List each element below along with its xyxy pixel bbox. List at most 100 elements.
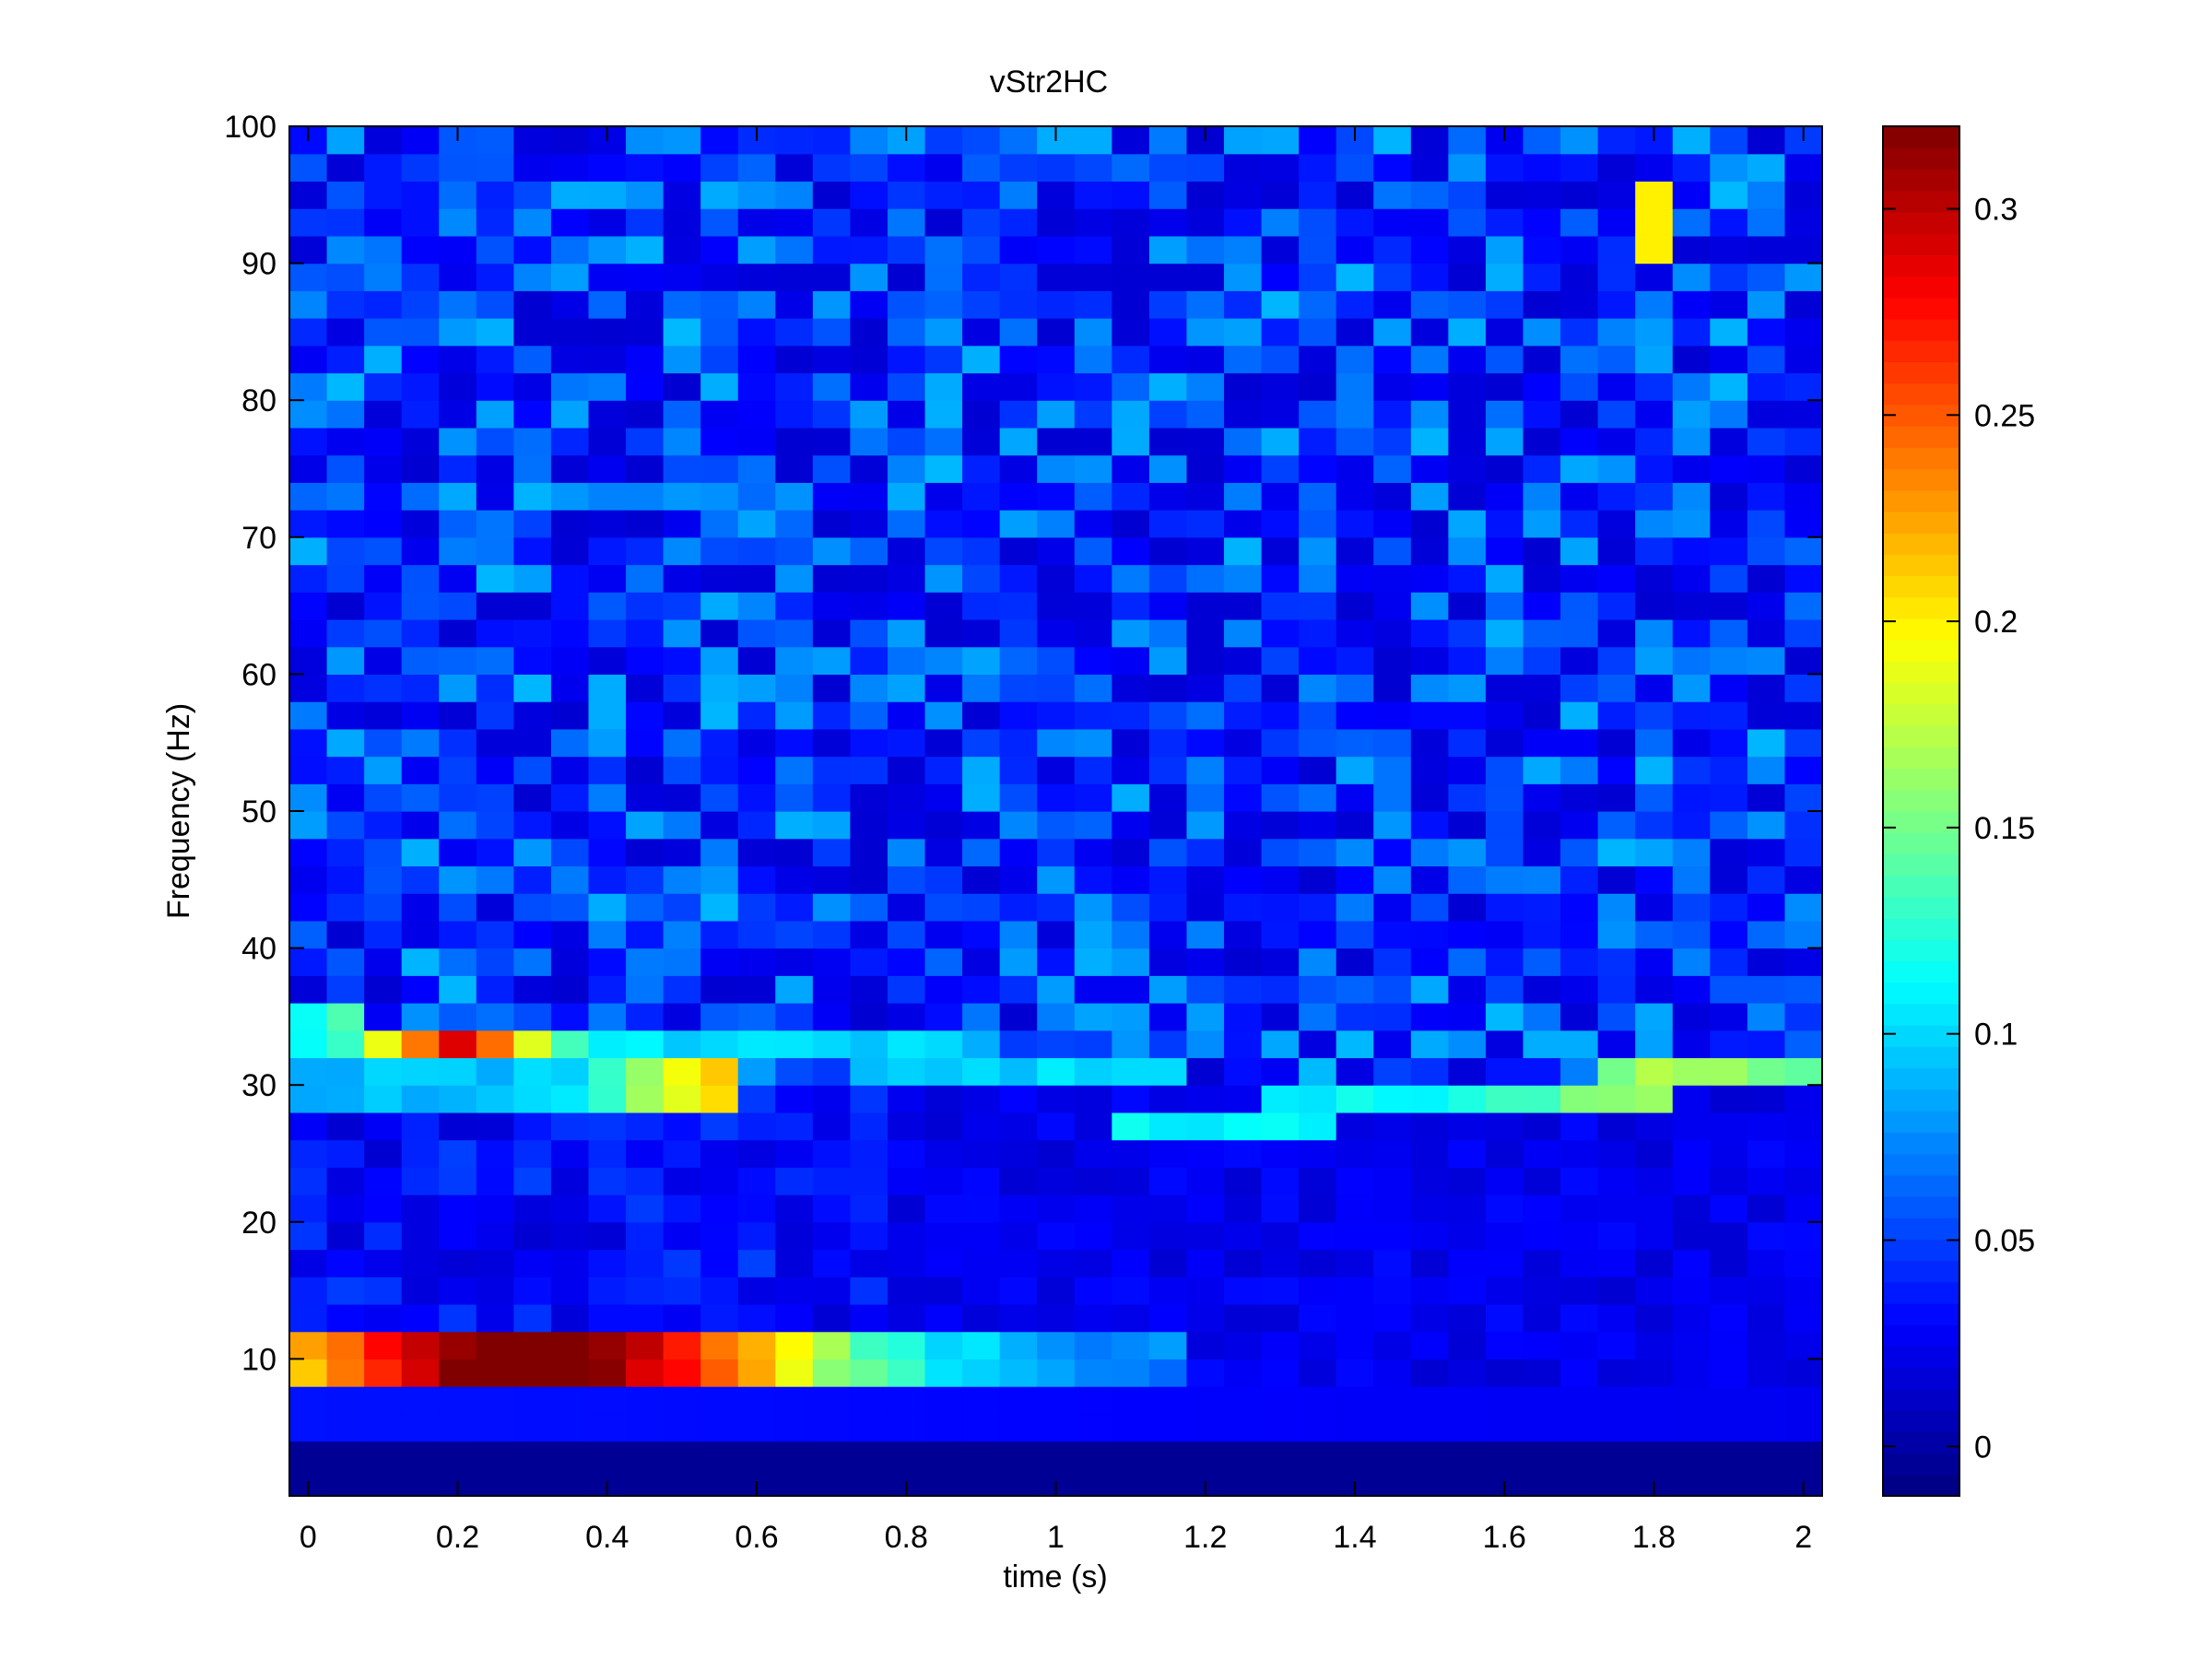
heatmap-cell <box>924 564 963 593</box>
heatmap-cell <box>626 454 665 483</box>
heatmap-cell <box>775 1249 814 1277</box>
heatmap-cell <box>1784 1386 1823 1415</box>
heatmap-cell <box>999 263 1038 291</box>
heatmap-cell <box>962 1386 1001 1415</box>
heatmap-cell <box>1710 783 1748 812</box>
heatmap-cell <box>700 235 739 265</box>
heatmap-cell <box>588 318 627 347</box>
heatmap-cell <box>775 345 814 374</box>
heatmap-cell <box>1224 263 1263 291</box>
heatmap-cell <box>1597 865 1636 894</box>
heatmap-cell <box>812 208 852 237</box>
heatmap-cell <box>962 153 1001 182</box>
heatmap-cell <box>1597 701 1636 730</box>
heatmap-cell <box>1261 783 1300 812</box>
heatmap-cell <box>476 975 514 1004</box>
heatmap-cell <box>1373 592 1412 620</box>
heatmap-cell <box>737 1277 776 1305</box>
heatmap-cell <box>1112 1331 1150 1359</box>
heatmap-cell <box>700 1277 739 1305</box>
heatmap-cell <box>1710 893 1748 922</box>
heatmap-cell <box>1299 372 1337 401</box>
heatmap-cell <box>737 975 776 1004</box>
heatmap-cell <box>1635 592 1674 620</box>
heatmap-cell <box>1261 674 1300 702</box>
heatmap-cell <box>626 536 665 566</box>
heatmap-cell <box>700 1221 739 1251</box>
heatmap-cell <box>1148 1386 1188 1415</box>
heatmap-cell <box>1410 756 1449 784</box>
heatmap-cell <box>439 865 477 894</box>
y-tick-label: 60 <box>241 657 276 692</box>
heatmap-cell <box>1784 1003 1823 1031</box>
heatmap-cell <box>588 947 627 976</box>
heatmap-cell <box>924 1303 963 1333</box>
heatmap-cell <box>1560 1221 1599 1251</box>
heatmap-cell <box>887 400 926 429</box>
heatmap-cell <box>1186 1359 1225 1387</box>
heatmap-cell <box>999 126 1038 155</box>
heatmap-cell <box>1112 318 1150 347</box>
heatmap-cell <box>289 181 328 209</box>
heatmap-cell <box>700 1057 739 1086</box>
heatmap-cell <box>626 947 665 976</box>
heatmap-cell <box>1597 1331 1636 1359</box>
heatmap-cell <box>513 1331 552 1359</box>
heatmap-cell <box>550 1277 590 1305</box>
heatmap-cell <box>1747 674 1786 702</box>
heatmap-cell <box>1747 947 1786 976</box>
colorbar-swatch <box>1883 276 1959 299</box>
heatmap-cell <box>364 1139 403 1168</box>
heatmap-cell <box>924 510 963 538</box>
heatmap-cell <box>401 1167 440 1195</box>
heatmap-cell <box>401 1139 440 1168</box>
heatmap-cell <box>1448 756 1487 784</box>
heatmap-cell <box>1784 536 1823 566</box>
heatmap-cell <box>1299 783 1337 812</box>
heatmap-cell <box>1448 372 1487 401</box>
x-tick-label: 0.4 <box>585 1520 629 1555</box>
heatmap-cell <box>476 318 514 347</box>
heatmap-cell <box>999 372 1038 401</box>
heatmap-cell <box>1261 454 1300 483</box>
heatmap-cell <box>1186 1249 1225 1277</box>
heatmap-cell <box>663 482 701 511</box>
heatmap-cell <box>1261 208 1300 237</box>
heatmap-cell <box>812 1112 852 1141</box>
heatmap-cell <box>1335 592 1374 620</box>
heatmap-cell <box>550 427 590 456</box>
heatmap-cell <box>775 1112 814 1141</box>
heatmap-cell <box>663 1359 701 1387</box>
heatmap-cell <box>924 1331 963 1359</box>
heatmap-cell <box>1373 674 1412 702</box>
heatmap-cell <box>924 1359 963 1387</box>
heatmap-cell <box>289 947 328 976</box>
heatmap-cell <box>1373 893 1412 922</box>
heatmap-cell <box>588 1386 627 1415</box>
heatmap-cell <box>962 126 1001 155</box>
heatmap-cell <box>1261 1359 1300 1387</box>
heatmap-cell <box>476 1194 514 1223</box>
heatmap-cell <box>1224 1359 1263 1387</box>
heatmap-cell <box>887 1057 926 1086</box>
colorbar-swatch <box>1883 596 1959 619</box>
heatmap-cell <box>1448 1167 1487 1195</box>
colorbar-swatch <box>1883 725 1959 747</box>
heatmap-cell <box>1112 975 1150 1004</box>
colorbar-swatch <box>1883 789 1959 812</box>
colorbar-tick-label: 0.3 <box>1974 193 2018 228</box>
heatmap-cell <box>1112 153 1150 182</box>
heatmap-cell <box>962 536 1001 566</box>
heatmap-cell <box>700 208 739 237</box>
heatmap-cell <box>1410 1386 1449 1415</box>
heatmap-cell <box>737 536 776 566</box>
heatmap-cell <box>850 427 888 456</box>
heatmap-cell <box>1672 1249 1711 1277</box>
heatmap-cell <box>850 1194 888 1223</box>
heatmap-cell <box>1335 318 1374 347</box>
heatmap-cell <box>1074 482 1112 511</box>
heatmap-cell <box>326 838 365 867</box>
heatmap-cell <box>1672 1057 1711 1086</box>
heatmap-cell <box>663 1277 701 1305</box>
heatmap-cell <box>550 975 590 1004</box>
